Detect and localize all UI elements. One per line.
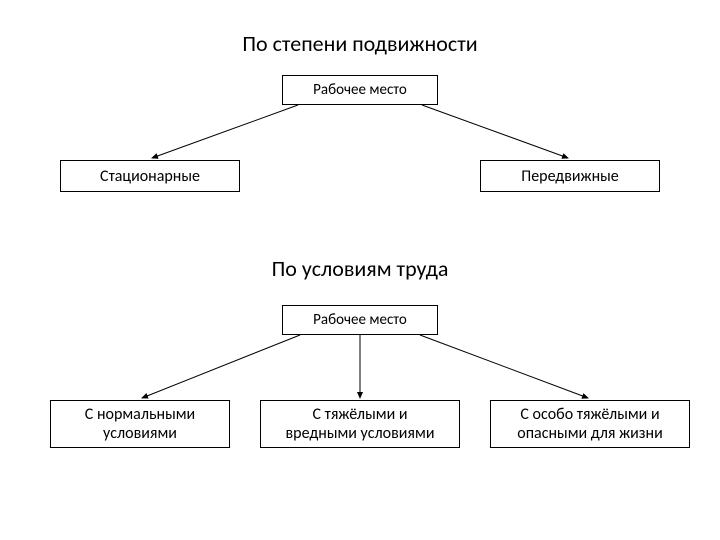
box-line: опасными для жизни bbox=[517, 424, 662, 443]
box-line: вредными условиями bbox=[286, 424, 435, 443]
box-line: условиями bbox=[103, 424, 177, 443]
diagram-canvas: По степени подвижности Рабочее место Ста… bbox=[0, 0, 720, 540]
section2-title: По условиям труда bbox=[220, 255, 500, 282]
section2-child-box: С нормальными условиями bbox=[50, 400, 230, 448]
section2-child-box: С тяжёлыми и вредными условиями bbox=[260, 400, 460, 448]
box-line: С тяжёлыми и bbox=[313, 405, 408, 424]
section1-title: По степени подвижности bbox=[200, 30, 520, 57]
box-line: С особо тяжёлыми и bbox=[520, 405, 659, 424]
box-line: С нормальными bbox=[85, 405, 195, 424]
section2-root-box: Рабочее место bbox=[282, 305, 438, 335]
section1-root-box: Рабочее место bbox=[282, 75, 438, 105]
section1-child-box: Передвижные bbox=[480, 160, 660, 192]
section1-child-box: Стационарные bbox=[60, 160, 240, 192]
section2-child-box: С особо тяжёлыми и опасными для жизни bbox=[490, 400, 690, 448]
